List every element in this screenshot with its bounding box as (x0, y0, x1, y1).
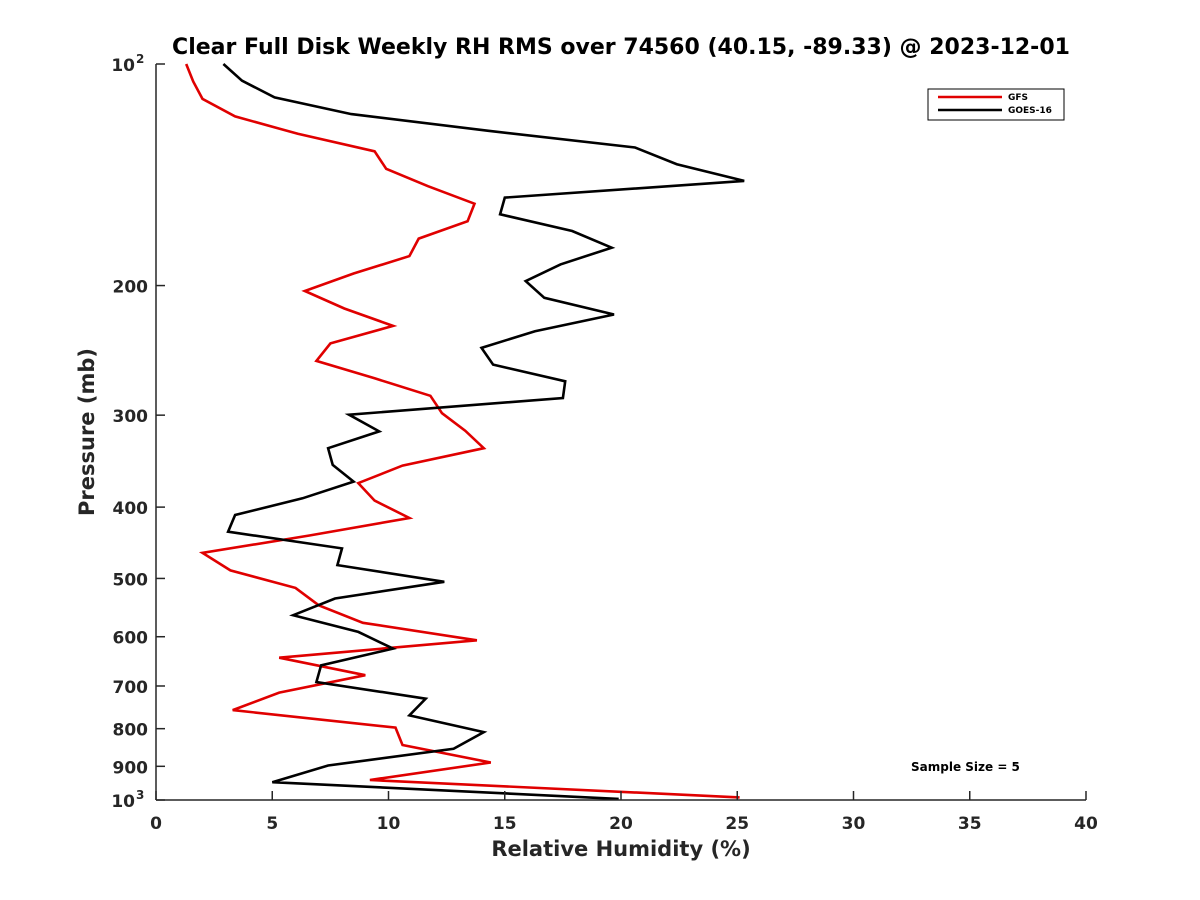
x-tick-label: 20 (609, 814, 633, 834)
y-tick-label: 900 (113, 758, 149, 778)
y-tick-label-exponent: 3 (136, 788, 144, 802)
x-ticks: 0 5 10 15 20 25 30 35 40 (150, 791, 1098, 834)
y-tick-label-exponent: 2 (136, 52, 144, 66)
y-tick-label: 300 (113, 407, 149, 427)
y-tick-label: 400 (113, 499, 149, 519)
y-tick-label-base: 10 (111, 56, 135, 76)
legend-box (927, 88, 1065, 121)
y-tick-label: 200 (113, 278, 149, 298)
series-layer (184, 63, 745, 801)
x-tick-label: 5 (266, 814, 278, 834)
y-tick-label: 600 (113, 629, 149, 649)
legend: GFS GOES-16 (927, 88, 1065, 121)
x-tick-label: 40 (1074, 814, 1098, 834)
y-tick-label: 700 (113, 678, 149, 698)
x-tick-label: 0 (150, 814, 162, 834)
y-tick-label: 500 (113, 570, 149, 590)
chart-title: Clear Full Disk Weekly RH RMS over 74560… (172, 35, 1070, 60)
y-tick-label-base: 10 (111, 792, 135, 812)
x-tick-label: 10 (377, 814, 401, 834)
y-tick-label: 800 (113, 721, 149, 741)
series-line-gfs (184, 63, 740, 799)
x-tick-label: 25 (725, 814, 749, 834)
x-tick-label: 35 (958, 814, 982, 834)
legend-label-goes-16: GOES-16 (1008, 106, 1052, 116)
x-tick-label: 15 (493, 814, 517, 834)
legend-label-gfs: GFS (1008, 93, 1028, 103)
x-tick-label: 30 (842, 814, 866, 834)
y-axis-label: Pressure (mb) (75, 348, 99, 516)
sample-size-annotation: Sample Size = 5 (911, 760, 1020, 774)
x-axis-label: Relative Humidity (%) (491, 837, 750, 861)
series-line-goes-16 (222, 63, 745, 801)
